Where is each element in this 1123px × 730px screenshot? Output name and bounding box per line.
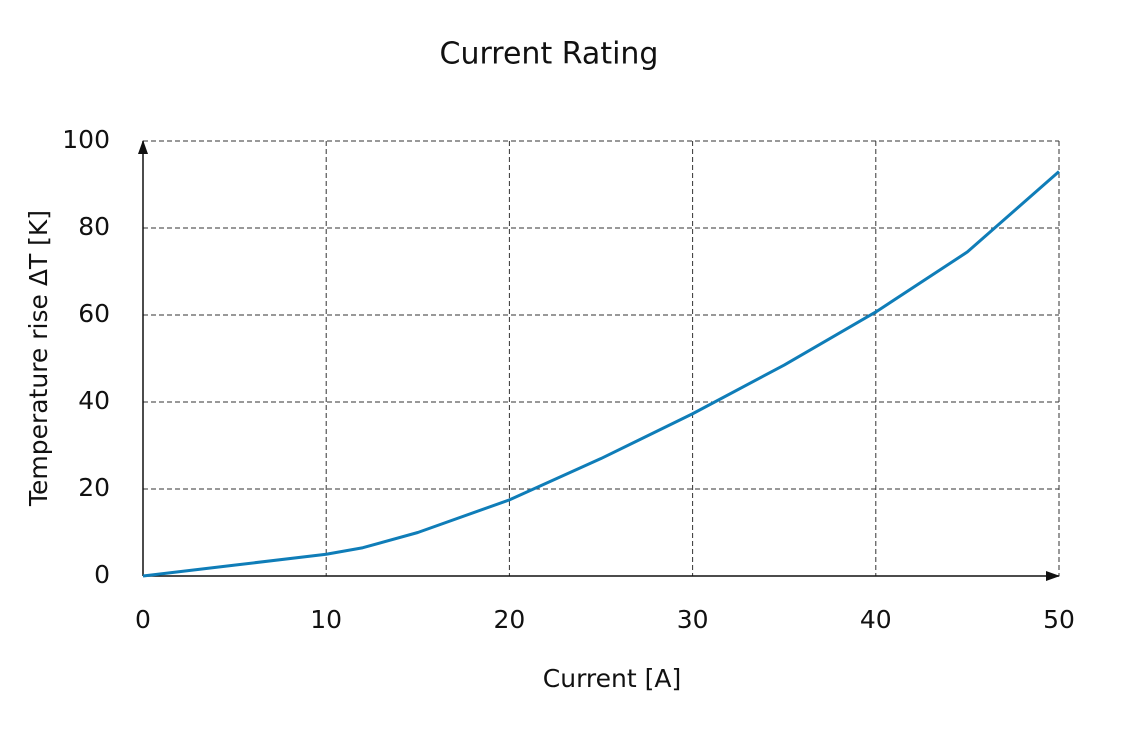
y-tick-label: 60 [78,299,110,328]
y-tick-label: 40 [78,386,110,415]
x-tick-label: 40 [860,605,892,634]
grid [142,140,1060,577]
x-tick-label: 20 [493,605,525,634]
x-tick-label: 10 [310,605,342,634]
x-tick-label: 50 [1043,605,1075,634]
y-tick-label: 0 [94,560,110,589]
x-axis-label: Current [A] [543,664,681,693]
y-tick-label: 100 [62,125,110,154]
y-axis-label: Temperature rise ΔT [K] [24,210,53,507]
y-tick-label: 20 [78,473,110,502]
data-line [142,170,1060,578]
x-tick-label: 30 [677,605,709,634]
y-tick-label: 80 [78,212,110,241]
chart-title: Current Rating [440,37,659,72]
x-tick-label: 0 [135,605,151,634]
